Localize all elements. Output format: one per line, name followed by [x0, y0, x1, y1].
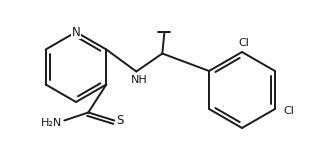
Text: H₂N: H₂N: [41, 118, 62, 128]
Text: NH: NH: [131, 75, 148, 85]
Text: N: N: [72, 26, 80, 38]
Text: S: S: [117, 114, 124, 127]
Text: Cl: Cl: [283, 106, 294, 116]
Text: Cl: Cl: [239, 38, 250, 48]
